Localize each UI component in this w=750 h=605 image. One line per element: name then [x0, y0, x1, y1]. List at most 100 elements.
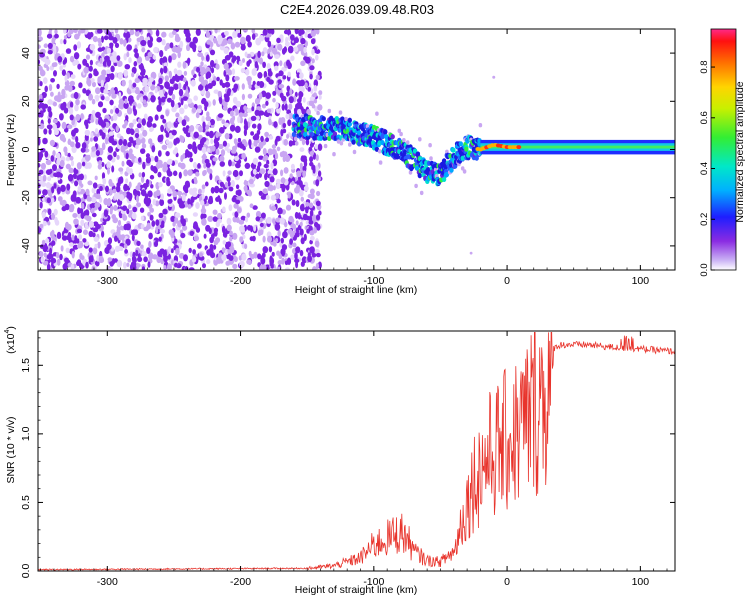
noise-cell	[210, 67, 215, 74]
noise-cell	[276, 266, 281, 270]
ridge-halo-cell	[414, 183, 418, 189]
noise-cell	[241, 93, 245, 101]
noise-cell	[201, 146, 207, 154]
noise-cell	[52, 101, 58, 107]
noise-cell	[86, 196, 93, 202]
noise-cell	[266, 108, 272, 114]
noise-cell	[135, 144, 139, 150]
noise-cell	[53, 128, 60, 136]
noise-cell	[283, 167, 289, 174]
noise-cell	[149, 174, 155, 180]
noise-cell	[91, 187, 96, 194]
noise-cell	[309, 209, 314, 217]
noise-cell	[192, 161, 197, 169]
noise-cell	[235, 162, 241, 169]
noise-cell	[201, 81, 207, 86]
x-tick-label: 0	[504, 275, 510, 287]
noise-cell	[239, 236, 244, 243]
noise-cell	[248, 83, 252, 90]
noise-cell	[108, 90, 112, 97]
noise-cell	[182, 127, 187, 132]
noise-cell	[136, 123, 142, 129]
noise-cell	[94, 243, 98, 249]
noise-cell	[304, 56, 311, 64]
ridge-cell	[402, 149, 408, 155]
noise-cell	[63, 262, 68, 269]
noise-cell	[190, 131, 194, 138]
noise-cell	[182, 61, 187, 69]
noise-cell	[187, 169, 193, 176]
noise-cell	[41, 239, 46, 246]
noise-cell	[142, 161, 146, 170]
noise-cell	[183, 83, 187, 91]
noise-cell	[83, 229, 88, 235]
noise-cell	[57, 154, 61, 162]
noise-cell	[196, 108, 202, 114]
noise-cell	[40, 162, 47, 170]
noise-cell	[243, 105, 248, 111]
noise-cell	[101, 133, 106, 140]
noise-cell	[188, 247, 192, 254]
noise-cell	[104, 137, 109, 145]
noise-cell	[129, 263, 135, 270]
noise-cell	[161, 39, 166, 46]
noise-cell	[100, 95, 105, 101]
noise-cell	[219, 181, 224, 187]
noise-cell	[176, 69, 183, 77]
noise-cell	[85, 188, 90, 196]
noise-cell	[188, 127, 192, 133]
noise-cell	[259, 264, 265, 270]
noise-cell	[268, 118, 272, 126]
noise-cell	[240, 215, 246, 221]
noise-cell	[244, 216, 249, 223]
noise-cell	[53, 183, 57, 189]
noise-cell	[195, 112, 200, 119]
noise-cell	[245, 34, 251, 43]
noise-cell	[203, 29, 208, 32]
noise-cell	[119, 176, 124, 184]
noise-cell	[288, 215, 294, 223]
noise-cell	[137, 118, 143, 124]
noise-cell	[276, 183, 281, 190]
noise-cell	[166, 159, 173, 165]
noise-cell	[228, 159, 232, 167]
noise-cell	[277, 260, 282, 265]
noise-cell	[74, 104, 79, 112]
colorbar-ticks: 0.0 0.2 0.4 0.6 0.8	[699, 60, 715, 277]
noise-cell	[108, 136, 114, 144]
noise-cell	[227, 170, 232, 175]
noise-cell	[81, 29, 86, 34]
noise-cell	[179, 135, 185, 143]
ridge-halo-cell	[336, 139, 341, 144]
noise-cell	[143, 226, 149, 232]
noise-cell	[231, 68, 236, 75]
noise-cell	[183, 254, 188, 262]
noise-cell	[134, 78, 140, 84]
noise-cell	[244, 185, 248, 193]
noise-cell	[246, 60, 251, 67]
noise-cell	[156, 104, 162, 112]
noise-cell	[197, 52, 204, 58]
noise-cell	[141, 143, 147, 149]
noise-cell	[84, 129, 91, 136]
noise-cell	[292, 223, 296, 229]
noise-cell	[97, 163, 103, 170]
noise-cell	[257, 50, 261, 59]
noise-cell	[59, 253, 63, 261]
noise-cell	[114, 245, 120, 252]
noise-cell	[131, 212, 137, 220]
noise-cell	[49, 168, 53, 174]
noise-cell	[131, 72, 135, 78]
noise-cell	[270, 107, 274, 113]
noise-cell	[301, 86, 305, 93]
noise-cell	[262, 246, 269, 254]
noise-cell	[181, 119, 187, 127]
noise-cell	[98, 255, 104, 264]
noise-cell	[61, 88, 66, 96]
noise-cell	[169, 42, 174, 49]
ridge-cell	[458, 141, 463, 147]
noise-cell	[147, 190, 153, 198]
noise-cell	[177, 116, 183, 123]
noise-cell	[304, 31, 308, 38]
noise-cell	[232, 169, 239, 178]
